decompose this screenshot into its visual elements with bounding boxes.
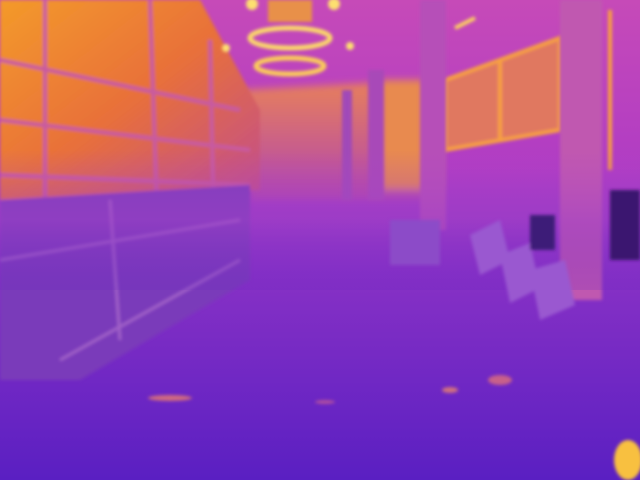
chairs: [390, 190, 640, 320]
floor-spots: [148, 375, 640, 480]
ceiling-lights: [222, 0, 476, 77]
